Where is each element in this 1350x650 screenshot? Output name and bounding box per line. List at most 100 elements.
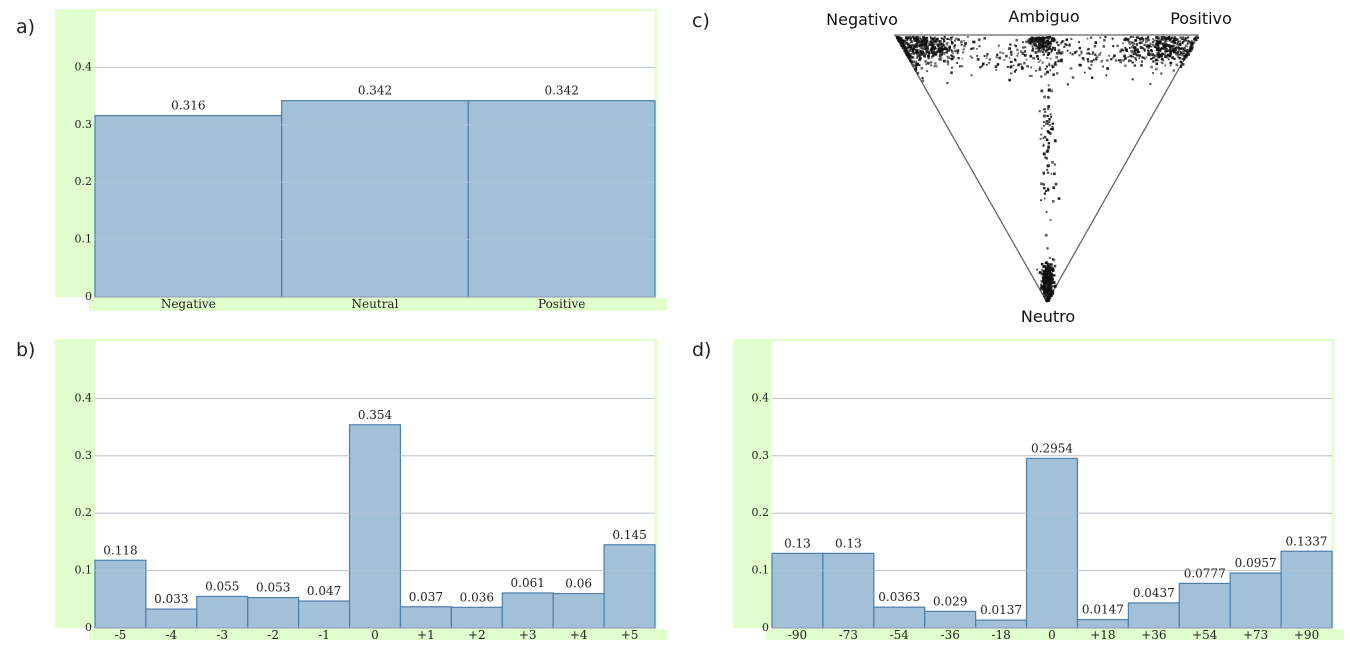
scatter-point — [922, 52, 925, 55]
scatter-point — [1040, 286, 1043, 289]
scatter-point — [1013, 70, 1017, 73]
scatter-point — [1174, 51, 1177, 54]
bar — [450, 606, 503, 629]
scatter-point — [1052, 291, 1055, 294]
scatter-point — [1044, 285, 1048, 288]
scatter-point — [1094, 57, 1098, 60]
scatter-point — [1133, 51, 1137, 55]
bar — [873, 606, 926, 629]
scatter-point — [933, 36, 936, 39]
scatter-point — [905, 36, 908, 40]
scatter-point — [1106, 59, 1109, 62]
scatter-point — [1043, 107, 1046, 111]
scatter-point — [945, 42, 949, 46]
scatter-point — [913, 39, 916, 43]
scatter-point — [1041, 42, 1045, 45]
scatter-point — [986, 54, 988, 57]
scatter-point — [1008, 78, 1012, 82]
scatter-point — [1048, 296, 1052, 299]
scatter-point — [1179, 36, 1182, 39]
scatter-point — [1049, 263, 1051, 265]
scatter-point — [1041, 268, 1043, 271]
scatter-point — [1190, 47, 1194, 51]
panel-label-c: c) — [692, 10, 710, 32]
bar — [1280, 550, 1333, 629]
scatter-point — [1124, 46, 1127, 49]
scatter-point — [921, 47, 924, 50]
scatter-point — [942, 40, 946, 43]
scatter-point — [1090, 63, 1093, 66]
bar — [822, 552, 875, 629]
scatter-point — [916, 36, 919, 39]
scatter-point — [998, 56, 1001, 60]
scatter-point — [921, 38, 924, 41]
scatter-point — [1157, 44, 1160, 48]
scatter-point — [1080, 50, 1083, 53]
scatter-point — [1042, 137, 1045, 139]
bar — [94, 115, 283, 298]
scatter-point — [1182, 52, 1185, 55]
scatter-point — [1132, 36, 1135, 38]
scatter-point — [1078, 54, 1081, 57]
scatter-point — [1047, 84, 1050, 87]
y-tick-label: 0.1 — [75, 564, 93, 577]
scatter-point — [916, 71, 920, 75]
scatter-point — [1164, 40, 1167, 44]
scatter-point — [1122, 59, 1125, 62]
scatter-point — [1164, 39, 1168, 42]
scatter-point — [1044, 268, 1048, 271]
scatter-point — [1154, 54, 1157, 58]
scatter-point — [1087, 47, 1090, 51]
scatter-point — [1053, 63, 1057, 66]
scatter-point — [1053, 163, 1057, 166]
scatter-point — [908, 53, 911, 55]
scatter-point — [966, 36, 969, 38]
scatter-point — [941, 42, 944, 46]
scatter-point — [1057, 197, 1061, 200]
scatter-point — [1086, 37, 1089, 40]
scatter-point — [1046, 150, 1049, 153]
x-category-label: +54 — [1192, 628, 1218, 642]
scatter-point — [920, 49, 923, 53]
scatter-point — [1022, 41, 1025, 44]
scatter-point — [1042, 183, 1045, 186]
scatter-point — [1152, 60, 1155, 63]
scatter-point — [1043, 271, 1047, 274]
scatter-point — [1182, 41, 1185, 44]
scatter-point — [1045, 274, 1048, 278]
scatter-point — [1182, 59, 1185, 62]
scatter-point — [988, 58, 992, 61]
bar-value-label: 0.033 — [154, 592, 188, 606]
bar — [1025, 457, 1079, 629]
bar — [281, 100, 469, 298]
scatter-point — [1053, 172, 1056, 176]
scatter-point — [930, 39, 933, 42]
scatter-point — [981, 64, 984, 67]
scatter-point — [1139, 46, 1143, 49]
scatter-point — [937, 47, 940, 51]
scatter-point — [1184, 37, 1187, 40]
scatter-point — [923, 38, 926, 42]
scatter-point — [1019, 63, 1022, 66]
scatter-point — [1185, 55, 1188, 58]
scatter-point — [899, 38, 903, 41]
scatter-point — [912, 36, 915, 39]
scatter-point — [1041, 61, 1044, 64]
scatter-point — [940, 48, 943, 52]
scatter-point — [1142, 40, 1145, 42]
scatter-point — [938, 57, 942, 61]
scatter-point — [1189, 41, 1192, 44]
scatter-point — [925, 49, 928, 53]
scatter-point — [1184, 54, 1187, 57]
scatter-point — [1052, 38, 1055, 42]
scatter-point — [1137, 51, 1139, 54]
scatter-point — [1043, 37, 1045, 39]
scatter-point — [942, 38, 944, 40]
scatter-point — [952, 55, 956, 59]
scatter-point — [1040, 127, 1043, 130]
scatter-point — [1144, 40, 1148, 43]
scatter-point — [1135, 52, 1138, 55]
bar-value-label: 0.06 — [565, 577, 592, 591]
scatter-point — [930, 56, 934, 59]
scatter-point — [1160, 72, 1163, 75]
